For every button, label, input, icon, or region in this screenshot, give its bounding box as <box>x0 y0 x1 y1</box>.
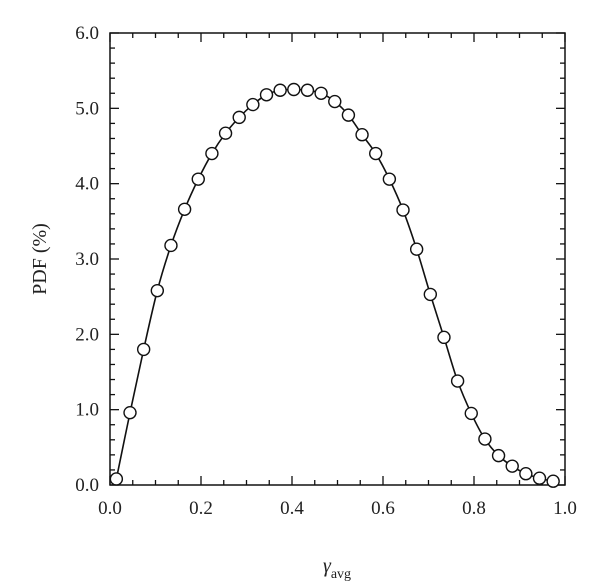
data-points <box>109 82 560 488</box>
data-point <box>396 203 410 217</box>
data-point <box>382 172 397 186</box>
data-point <box>273 83 287 97</box>
data-point <box>205 146 219 161</box>
data-point <box>505 459 519 473</box>
data-point <box>300 83 315 97</box>
x-axis-title: γavg <box>323 555 351 582</box>
data-point <box>423 287 438 302</box>
data-point <box>546 474 560 488</box>
x-tick-label: 0.2 <box>189 498 213 519</box>
x-tick-label: 0.0 <box>98 498 122 519</box>
data-point <box>314 86 328 100</box>
x-tick-label: 0.6 <box>371 498 395 519</box>
data-point <box>532 471 547 485</box>
y-tick-label: 3.0 <box>75 249 99 270</box>
data-point <box>491 448 506 463</box>
data-point <box>136 342 151 357</box>
data-point <box>478 432 492 446</box>
data-point <box>519 467 533 481</box>
data-point <box>355 127 369 142</box>
data-point <box>369 146 383 161</box>
data-point <box>450 374 465 388</box>
x-tick-label: 0.4 <box>280 498 304 519</box>
y-tick-label: 1.0 <box>75 400 99 421</box>
tick-marks <box>109 32 566 486</box>
data-point <box>464 406 478 421</box>
data-point <box>341 108 356 122</box>
data-point <box>409 242 424 256</box>
y-axis-title: PDF (%) <box>29 223 51 295</box>
series-line <box>115 88 554 483</box>
x-axis-title-subscript: avg <box>331 567 351 582</box>
y-tick-label: 6.0 <box>75 23 99 44</box>
data-point <box>246 97 260 112</box>
data-point <box>328 94 342 109</box>
data-point <box>177 202 192 216</box>
data-point <box>437 330 451 345</box>
y-tick-label: 0.0 <box>75 475 99 496</box>
data-point <box>287 82 301 97</box>
data-point <box>218 126 233 140</box>
data-point <box>150 283 165 298</box>
data-point <box>259 88 274 102</box>
y-tick-label: 2.0 <box>75 324 99 345</box>
data-point <box>191 172 205 186</box>
x-tick-label: 0.8 <box>462 498 486 519</box>
y-tick-label: 5.0 <box>75 98 99 119</box>
y-tick-label: 4.0 <box>75 174 99 195</box>
data-point <box>164 238 178 253</box>
x-axis-title-symbol: γ <box>323 555 332 577</box>
data-point <box>232 110 246 125</box>
tick-labels: 0.0 0.2 0.4 0.6 0.8 1.0 0.0 1.0 2.0 3.0 4.0 5.0 6.0 <box>75 23 577 519</box>
x-tick-label: 1.0 <box>553 498 577 519</box>
data-point <box>109 472 124 486</box>
data-point <box>123 405 137 420</box>
